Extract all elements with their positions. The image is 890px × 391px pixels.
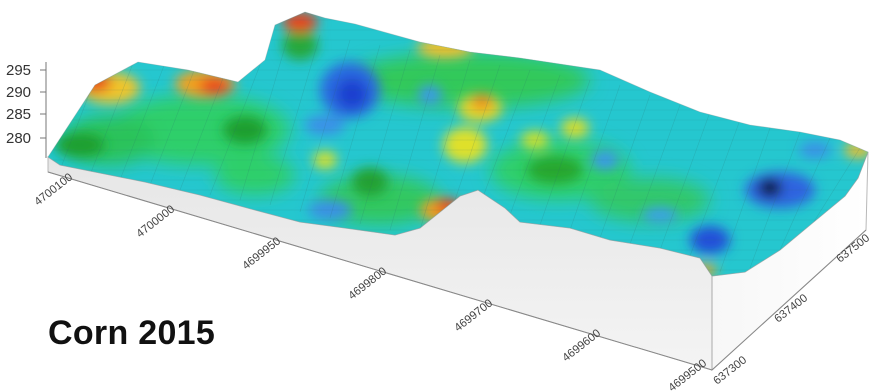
z-tick-label: 280 <box>6 130 31 147</box>
chart-title: Corn 2015 <box>48 314 216 352</box>
z-axis: 295 290 285 280 <box>6 62 47 158</box>
x-tick-label: 4700000 <box>134 203 177 240</box>
z-tick-label: 290 <box>6 84 31 101</box>
x-tick-label: 4699700 <box>452 297 495 334</box>
x-tick-label: 4699800 <box>346 265 389 302</box>
x-tick-label: 4699600 <box>560 327 603 364</box>
x-tick-label: 4700100 <box>32 171 75 208</box>
z-tick-label: 285 <box>6 106 31 123</box>
z-tick-label: 295 <box>6 62 31 79</box>
x-tick-label: 4699950 <box>240 235 283 272</box>
